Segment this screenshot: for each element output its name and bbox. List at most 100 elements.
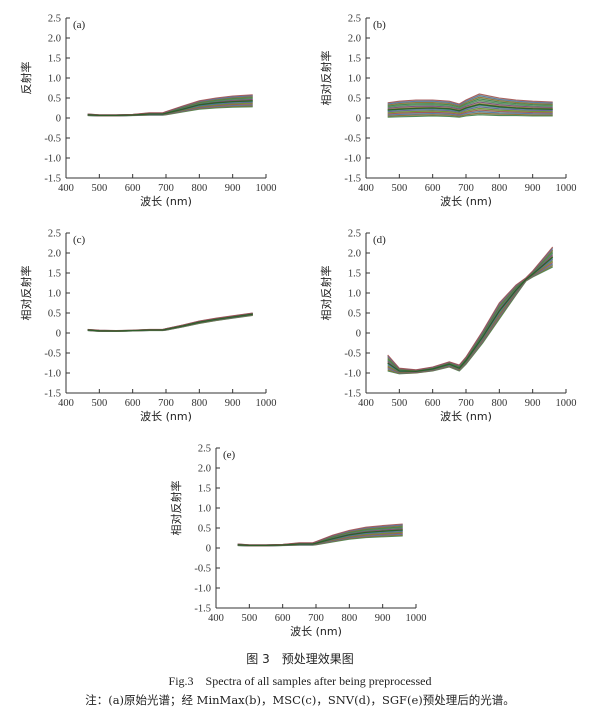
x-tick-label: 700: [308, 613, 324, 624]
y-tick-label: -1.5: [44, 174, 61, 185]
spectrum-line: [387, 98, 553, 108]
mean-spectrum-line: [87, 100, 253, 117]
y-tick-label: -1.0: [344, 154, 361, 165]
y-tick-label: -0.5: [344, 134, 361, 145]
panel-label: (d): [373, 234, 386, 246]
x-tick-label: 400: [358, 183, 374, 194]
y-tick-label: -1.0: [44, 154, 61, 165]
x-tick-label: 800: [191, 398, 207, 409]
mean-spectrum-line: [387, 103, 553, 112]
x-tick-label: 400: [58, 183, 74, 194]
y-tick-label: 1.5: [348, 269, 361, 280]
x-axis-title: 波长 (nm): [290, 625, 342, 638]
y-tick-label: 0: [356, 329, 361, 340]
y-tick-label: 0.5: [48, 309, 61, 320]
spectrum-line: [387, 99, 553, 109]
panel-label: (a): [73, 19, 86, 31]
x-tick-label: 1000: [406, 613, 427, 624]
y-tick-label: 1.0: [348, 74, 361, 85]
y-tick-label: 0.5: [348, 309, 361, 320]
y-tick-label: 0: [206, 544, 211, 555]
x-tick-label: 1000: [556, 398, 577, 409]
y-axis-title: 相对反射率: [319, 266, 333, 321]
x-tick-label: 600: [275, 613, 291, 624]
y-tick-label: 0.5: [198, 524, 211, 535]
x-tick-label: 800: [341, 613, 357, 624]
y-tick-label: -0.5: [194, 564, 211, 575]
x-axis-title: 波长 (nm): [140, 195, 192, 208]
x-tick-label: 600: [425, 183, 441, 194]
x-tick-label: 900: [375, 613, 391, 624]
x-tick-label: 1000: [256, 398, 277, 409]
spectrum-line: [387, 101, 553, 110]
spectrum-line: [387, 109, 553, 115]
panel-label: (c): [73, 234, 86, 246]
y-tick-label: -1.5: [44, 389, 61, 400]
x-tick-label: 900: [525, 183, 541, 194]
y-tick-label: -1.0: [194, 584, 211, 595]
spectrum-line: [387, 107, 553, 114]
x-tick-label: 700: [158, 183, 174, 194]
x-tick-label: 900: [225, 398, 241, 409]
mean-spectrum-line: [237, 529, 403, 547]
x-tick-label: 600: [125, 183, 141, 194]
y-tick-label: -0.5: [44, 349, 61, 360]
y-tick-label: 0: [56, 329, 61, 340]
x-tick-label: 900: [225, 183, 241, 194]
y-tick-label: 1.0: [48, 289, 61, 300]
y-axis-title: 反射率: [19, 62, 33, 95]
x-tick-label: 600: [425, 398, 441, 409]
y-tick-label: -1.0: [44, 369, 61, 380]
panel-label: (b): [373, 19, 386, 31]
y-tick-label: 2.5: [198, 444, 211, 455]
y-tick-label: 2.5: [48, 14, 61, 25]
mean-spectrum-line: [87, 313, 253, 332]
x-tick-label: 800: [491, 398, 507, 409]
x-tick-label: 600: [125, 398, 141, 409]
x-tick-label: 500: [91, 398, 107, 409]
x-tick-label: 900: [525, 398, 541, 409]
spectrum-line: [387, 95, 553, 106]
x-tick-label: 700: [458, 398, 474, 409]
mean-spectrum-line: [387, 256, 554, 373]
spectrum-line: [387, 93, 553, 105]
y-tick-label: 0: [56, 114, 61, 125]
figure-caption-chinese: 图 3 预处理效果图: [246, 652, 354, 666]
spectrum-line: [387, 114, 553, 118]
y-tick-label: 1.5: [48, 269, 61, 280]
y-tick-label: 1.5: [348, 54, 361, 65]
x-tick-label: 500: [91, 183, 107, 194]
spectrum-line: [387, 246, 554, 371]
y-tick-label: 2.0: [198, 464, 211, 475]
y-tick-label: 2.0: [48, 249, 61, 260]
y-tick-label: 0: [356, 114, 361, 125]
x-axis-title: 波长 (nm): [440, 410, 492, 423]
x-tick-label: 400: [58, 398, 74, 409]
x-tick-label: 700: [458, 183, 474, 194]
x-axis-title: 波长 (nm): [440, 195, 492, 208]
y-axis-title: 相对反射率: [169, 481, 183, 536]
figure-caption-english: Fig.3 Spectra of all samples after being…: [168, 674, 432, 688]
spectrum-line: [387, 111, 553, 116]
y-tick-label: -1.5: [194, 604, 211, 615]
spectrum-line: [387, 106, 553, 113]
x-tick-label: 800: [491, 183, 507, 194]
spectrum-line: [387, 112, 553, 117]
y-axis-title: 相对反射率: [19, 266, 33, 321]
y-tick-label: 2.0: [48, 34, 61, 45]
x-tick-label: 1000: [256, 183, 277, 194]
y-tick-label: 1.0: [348, 289, 361, 300]
y-tick-label: 2.5: [48, 229, 61, 240]
y-tick-label: -0.5: [344, 349, 361, 360]
x-tick-label: 1000: [556, 183, 577, 194]
y-tick-label: -1.5: [344, 389, 361, 400]
y-tick-label: 2.0: [348, 34, 361, 45]
y-tick-label: 0.5: [348, 94, 361, 105]
y-tick-label: 2.5: [348, 229, 361, 240]
x-tick-label: 800: [191, 183, 207, 194]
y-tick-label: 1.5: [198, 484, 211, 495]
